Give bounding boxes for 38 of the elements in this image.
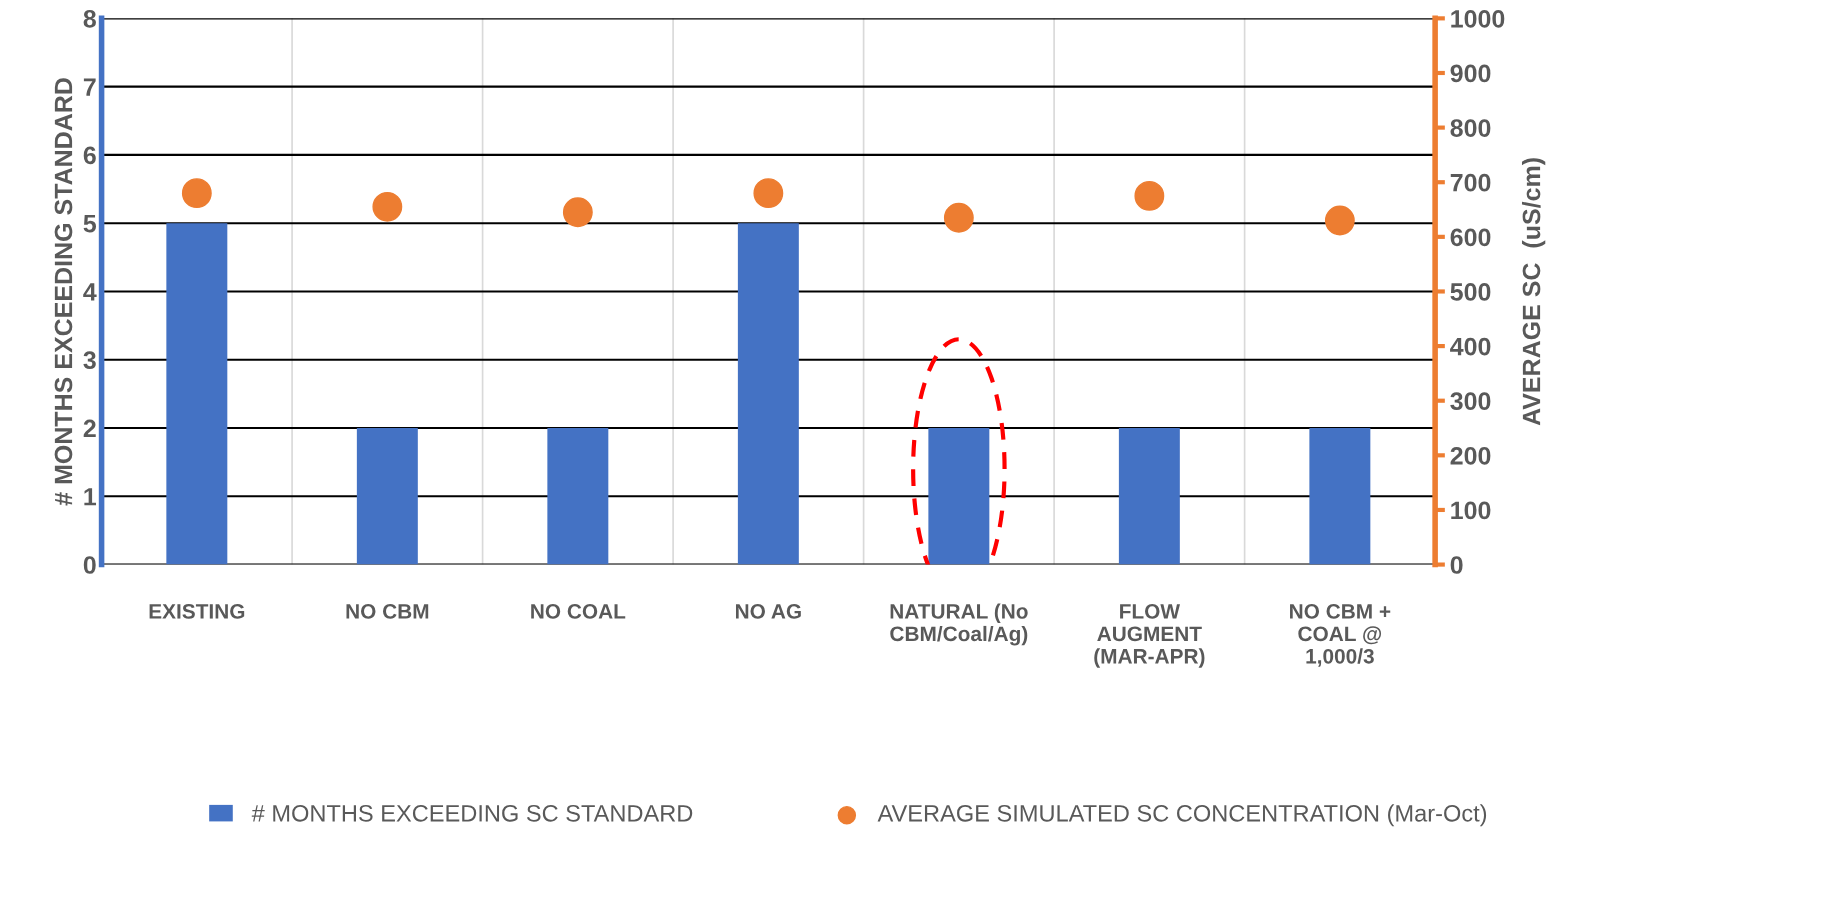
y-tick-label: 2 xyxy=(83,419,96,438)
y-axis-title: # MONTHS EXCEEDING STANDARD xyxy=(54,78,73,506)
x-tick-label: NATURAL (No CBM/Coal/Ag) xyxy=(890,603,1028,646)
y2-tick-label: 900 xyxy=(1450,64,1491,83)
y2-tick-label: 800 xyxy=(1450,119,1491,137)
y2-tick-label: 600 xyxy=(1450,228,1491,247)
y2-tick-label: 700 xyxy=(1450,173,1491,192)
point xyxy=(753,178,784,209)
y2-tick-label: 400 xyxy=(1450,337,1491,356)
y2-tick-label: 1000 xyxy=(1451,9,1505,28)
x-tick-label: NO CBM + COAL @ 1,000/3 xyxy=(1290,604,1391,667)
x-tick-label: NO CBM xyxy=(346,604,429,619)
point xyxy=(372,191,403,222)
x-tick-label: NO COAL xyxy=(531,604,626,619)
x-tick-label: NO AG xyxy=(735,604,801,619)
y2-tick-label: 500 xyxy=(1450,283,1491,301)
x-tick-label: EXISTING xyxy=(149,604,245,619)
y2-tick-label: 100 xyxy=(1451,501,1491,520)
legend-label: AVERAGE SIMULATED SC CONCENTRATION (Mar-Oct) xyxy=(877,804,1487,827)
legend-label: # MONTHS EXCEEDING SC STANDARD xyxy=(251,804,693,822)
y-tick-label: 1 xyxy=(84,488,97,506)
y-tick-label: 5 xyxy=(83,215,97,233)
y2-tick-label: 300 xyxy=(1450,392,1491,411)
point xyxy=(562,197,593,228)
y2-tick-label: 200 xyxy=(1450,446,1491,465)
y-tick-label: 7 xyxy=(83,78,96,96)
y-tick-label: 0 xyxy=(83,556,96,574)
point xyxy=(943,202,974,233)
point xyxy=(1324,205,1355,236)
y2-axis-title: AVERAGE SC (uS/cm) xyxy=(1521,158,1546,426)
y2-tick-label: 0 xyxy=(1450,556,1463,574)
y-tick-label: 8 xyxy=(83,9,96,28)
point xyxy=(1134,180,1165,211)
y-tick-label: 6 xyxy=(83,146,96,165)
point xyxy=(181,178,212,209)
y-tick-label: 3 xyxy=(83,351,96,370)
x-tick-label: FLOW AUGMENT (MAR-APR) xyxy=(1094,604,1205,668)
y-tick-label: 4 xyxy=(83,283,97,301)
